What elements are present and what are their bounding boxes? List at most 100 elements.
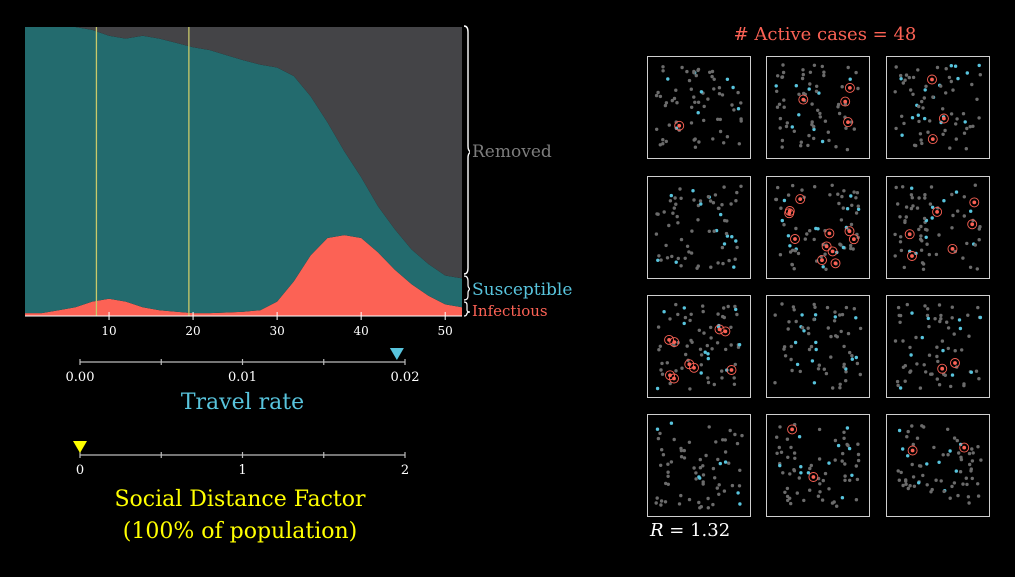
agent (925, 242, 929, 246)
slider-handle[interactable] (73, 441, 87, 453)
agent (798, 369, 802, 374)
agent (926, 316, 930, 321)
agent-infectious (824, 244, 829, 249)
agent (827, 138, 831, 143)
agent (839, 329, 843, 334)
agent (958, 326, 963, 331)
agent (949, 112, 954, 116)
slider-tick-label: 0.00 (65, 370, 95, 385)
agent (716, 206, 721, 210)
agent (935, 354, 939, 359)
agent (780, 218, 784, 223)
slider-handle[interactable] (389, 348, 404, 360)
agent (831, 386, 835, 390)
agent (946, 326, 951, 330)
agent (717, 86, 722, 90)
infection-ring (808, 472, 819, 482)
infection-ring (848, 234, 859, 245)
agent (930, 372, 934, 376)
agent-infectious (833, 261, 838, 266)
agent (908, 249, 912, 253)
agent (789, 357, 793, 362)
agent (725, 219, 729, 223)
agent (806, 326, 810, 330)
agent (736, 90, 740, 95)
agent (823, 229, 827, 233)
agent (976, 305, 980, 310)
infection-ring (927, 74, 937, 85)
agent-infectious (962, 445, 967, 450)
agent (836, 443, 841, 448)
agent (848, 350, 852, 355)
agent (844, 379, 848, 383)
agent (801, 72, 805, 77)
agent-infectious (910, 448, 915, 453)
agent (713, 193, 718, 197)
agent (778, 253, 783, 257)
agent (827, 487, 831, 491)
agent (899, 470, 903, 475)
agent (953, 349, 957, 353)
agent (670, 98, 674, 103)
agent (950, 484, 954, 489)
infection-ring (790, 234, 800, 244)
social-distance-slider[interactable] (0, 435, 470, 475)
agent (775, 435, 779, 439)
agent (978, 225, 982, 229)
agent (810, 122, 814, 127)
agent (712, 87, 716, 91)
agent (738, 502, 742, 506)
agent (660, 361, 664, 366)
agent (956, 76, 960, 81)
agent (740, 433, 744, 438)
travel-rate-slider[interactable] (0, 340, 470, 380)
agent (736, 491, 740, 495)
agent (896, 202, 900, 206)
agent (809, 344, 814, 349)
agent (851, 247, 855, 251)
slider-tick-label: 0 (75, 463, 85, 478)
agent (718, 129, 723, 134)
agent (694, 477, 698, 481)
city-population (893, 302, 983, 390)
agent (904, 482, 908, 486)
agent (943, 373, 947, 377)
agent-infectious (972, 200, 977, 205)
agent (973, 243, 977, 247)
agent (802, 329, 806, 333)
agent (815, 84, 819, 88)
agent (679, 455, 684, 459)
agent (674, 260, 678, 264)
agent (701, 309, 705, 314)
agent (791, 183, 795, 188)
agent (967, 501, 971, 505)
travel-rate-title: Travel rate (180, 390, 305, 415)
agent (773, 313, 777, 317)
agent (718, 117, 722, 122)
agent (702, 104, 706, 109)
agent (698, 466, 703, 470)
agent (843, 474, 847, 478)
agent (796, 251, 801, 256)
infection-ring (664, 334, 675, 345)
slider-tick-label: 1 (238, 463, 247, 478)
agent (674, 202, 678, 206)
agent (709, 325, 713, 330)
agent (841, 451, 845, 456)
agent (826, 326, 830, 330)
agent (923, 116, 927, 121)
agent (910, 116, 915, 120)
agent (810, 120, 814, 124)
agent-infectious (852, 237, 856, 242)
agent (897, 428, 902, 433)
agent (660, 448, 664, 452)
agent (920, 99, 924, 104)
agent-infectious (820, 258, 824, 262)
agent (910, 462, 914, 467)
agent (968, 265, 973, 269)
agent (838, 382, 842, 386)
agent (797, 113, 801, 117)
agent (690, 105, 694, 109)
agent (689, 338, 693, 343)
agent (911, 75, 916, 80)
